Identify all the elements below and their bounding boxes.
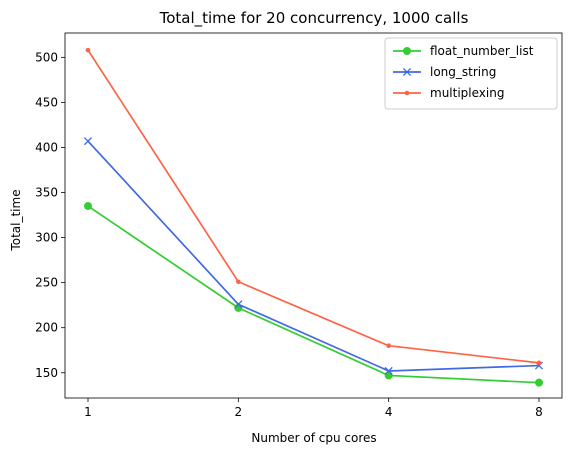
legend-marker-long-string xyxy=(402,67,412,77)
y-tick-label: 500 xyxy=(35,50,58,64)
data-point-float-number-list xyxy=(384,371,393,380)
x-tick-label: 1 xyxy=(84,405,92,419)
y-tick-label: 150 xyxy=(35,366,58,380)
y-tick-label: 200 xyxy=(35,321,58,335)
chart-title: Total_time for 20 concurrency, 1000 call… xyxy=(159,9,469,28)
data-point-multiplexing xyxy=(85,47,91,53)
x-tick-label: 2 xyxy=(235,405,243,419)
y-tick-label: 400 xyxy=(35,140,58,154)
y-axis-label: Total_time xyxy=(9,189,23,251)
y-tick-label: 250 xyxy=(35,276,58,290)
data-point-float-number-list xyxy=(84,202,92,211)
legend-label-multiplexing: multiplexing xyxy=(430,86,504,100)
legend-box xyxy=(384,37,558,110)
axes-frame xyxy=(64,32,563,399)
data-point-long-string xyxy=(234,300,243,309)
legend-label-long-string: long_string xyxy=(430,65,496,79)
data-point-float-number-list xyxy=(535,378,543,387)
legend-marker-multiplexing xyxy=(404,90,410,96)
data-point-long-string xyxy=(384,366,393,376)
y-tick-label: 450 xyxy=(35,95,58,109)
x-axis-label: Number of cpu cores xyxy=(251,431,376,445)
y-tick-label: 300 xyxy=(35,231,58,245)
plot-area: 150 200 250 300 350 400 450 500 1 2 4 8 float_number… xyxy=(35,32,563,419)
data-point-multiplexing xyxy=(386,343,391,349)
legend-marker-float-number-list xyxy=(403,47,411,55)
data-point-multiplexing xyxy=(536,360,542,366)
series-line-long-string xyxy=(87,140,540,372)
data-point-multiplexing xyxy=(236,279,241,285)
x-tick-label: 4 xyxy=(385,405,393,419)
series-line-float-number-list xyxy=(87,205,540,384)
x-tick-label: 8 xyxy=(535,405,543,419)
legend-label-float-number-list: float_number_list xyxy=(430,44,534,58)
data-point-long-string xyxy=(83,137,93,146)
series-line-multiplexing xyxy=(87,49,540,364)
y-tick-label: 350 xyxy=(35,186,58,200)
